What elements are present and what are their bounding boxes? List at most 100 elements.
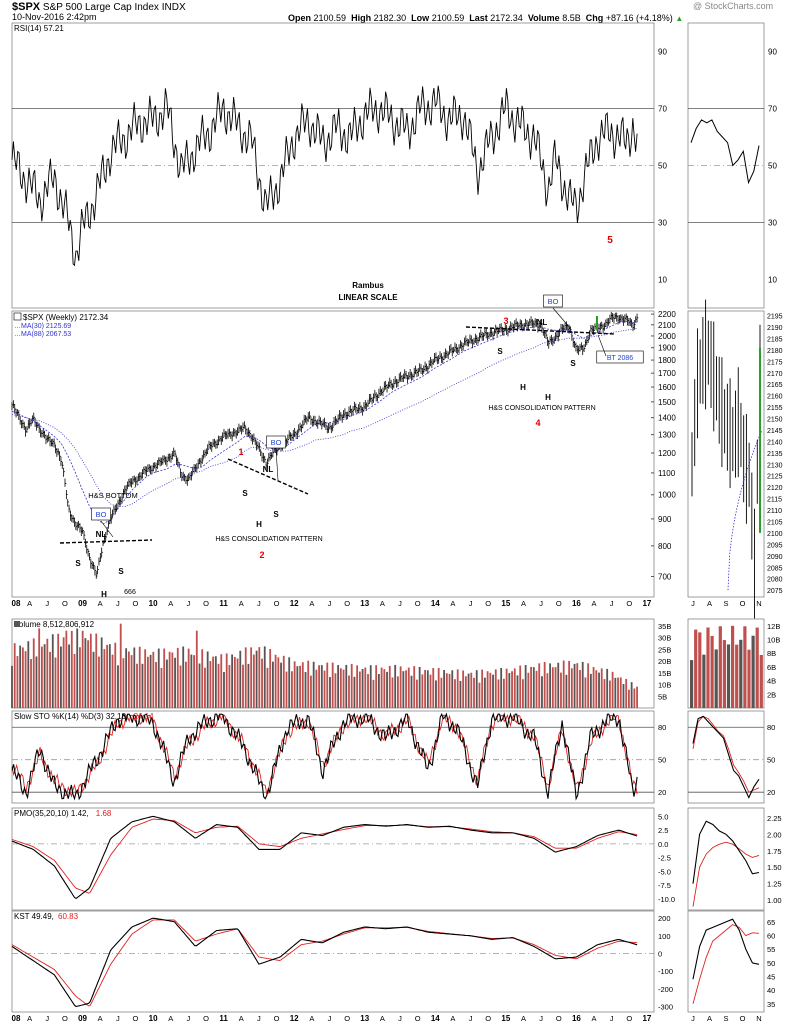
price-xtick-month: O [485,599,491,608]
volume-bar [27,641,30,708]
pmo-zoom-ytick: 2.25 [767,814,782,823]
stoch-zoom-main-line [692,715,760,799]
volume-bar [244,647,247,708]
price-xtick-month: A [239,599,244,608]
volume-bar [413,666,416,708]
volume-bar [405,670,407,708]
price-xtick-month: J [328,599,332,608]
volume-bar [258,647,261,708]
volume-bar [54,657,57,708]
volume-bar [492,674,494,708]
bottom-xtick-year: 11 [219,1014,228,1023]
volume-bar [527,672,530,708]
volume-bar [255,650,258,708]
index-name: S&P 500 Large Cap Index [42,2,159,13]
pmo-ytick: -5.0 [658,867,671,876]
price-ytick: 1600 [658,383,676,392]
annotation-label: 4 [535,418,540,428]
volume-bar [432,668,435,708]
bottom-xtick-year: 10 [149,1014,158,1023]
date-label: 10-Nov-2016 2:42pm [12,12,97,22]
chart-title: $SPX S&P 500 Large Cap Index INDX [12,1,186,13]
rsi-legend: RSI(14) 57.21 [14,24,64,33]
zoom-volume-bar [731,625,735,708]
price-xtick-month: O [133,599,139,608]
volume-bar [269,649,272,708]
volume-bar [92,651,95,708]
neckline-3 [465,326,616,335]
volume-bar [551,667,554,708]
volume-bar [522,679,524,708]
kst-signal-legend: 60.83 [58,912,79,921]
zoom-price-ytick: 2190 [767,325,783,332]
volume-bar [329,677,331,708]
bottom-xtick-year: 13 [360,1014,369,1023]
volume-bar [497,679,500,708]
zoom-volume-bar [714,649,718,708]
zoom-volume-bar [722,640,726,708]
price-ytick: 1200 [658,449,676,458]
volume-bar [288,657,291,708]
volume-bar [296,666,299,708]
volume-bar [348,675,350,708]
zoom-price-ytick: 2085 [767,565,783,572]
volume-bar [475,670,478,708]
volume-bar [277,657,280,708]
bottom-xtick-month: O [274,1014,280,1023]
volume-bar [223,671,225,708]
zoom-price-ytick: 2195 [767,314,783,321]
rsi-zoom-line [690,119,760,185]
volume-bar [68,644,70,708]
annotation-label: 1 [238,447,243,457]
zoom-price-ytick: 2145 [767,428,783,435]
volume-bar [483,677,486,708]
exchange-label: INDX [161,2,186,13]
volume-bar [136,663,138,708]
annotation-label: 2 [259,550,264,560]
volume-bar [470,672,473,708]
rsi-ytick: 70 [658,105,667,114]
volume-bar [587,663,590,708]
volume-bar [233,656,236,708]
zoom-volume-bar [747,649,751,708]
zoom-xtick: J [691,599,695,608]
volume-bar [16,656,19,708]
zoom-price-ytick: 2165 [767,382,783,389]
stoch-signal-legend: 24.14 [134,712,155,721]
volume-bar [174,657,176,708]
annotation-callout-box [543,294,563,308]
price-xtick-month: O [415,599,421,608]
kst-signal-line [11,919,638,1007]
volume-ytick: 30B [658,634,671,643]
volume-bar [584,677,587,708]
stoch-zoom-ytick: 80 [767,723,775,732]
volume-bar [310,675,312,708]
zoom-price-ytick: 2160 [767,394,783,401]
volume-bar [606,668,609,708]
volume-bar [494,669,497,708]
rsi-ytick: 30 [658,219,667,228]
volume-bar [456,669,459,708]
volume-bar [217,663,220,708]
volume-bar [375,665,378,708]
kst-zoom-ytick: 60 [767,932,775,941]
volume-bar [339,668,342,708]
annotation-label: H [101,590,107,599]
kst-zoom-signal-line [692,924,760,1004]
kst-panel-frame [11,910,655,1013]
pmo-zoom-ytick: 1.25 [767,880,782,889]
kst-ytick: -200 [658,985,673,994]
rsi-line [11,85,638,267]
volume-bar [538,663,541,708]
zoom-price-ytick: 2090 [767,554,783,561]
zoom-price-ytick: 2155 [767,405,783,412]
volume-bar [443,670,446,708]
volume-bar [263,646,266,708]
zoom-price-ytick: 2110 [767,508,782,515]
volume-bar [478,682,481,708]
volume-bar [204,667,206,708]
volume-bar [568,660,571,708]
volume-bar [383,669,386,708]
volume-bar [426,670,429,708]
price-xtick-month: O [62,599,68,608]
